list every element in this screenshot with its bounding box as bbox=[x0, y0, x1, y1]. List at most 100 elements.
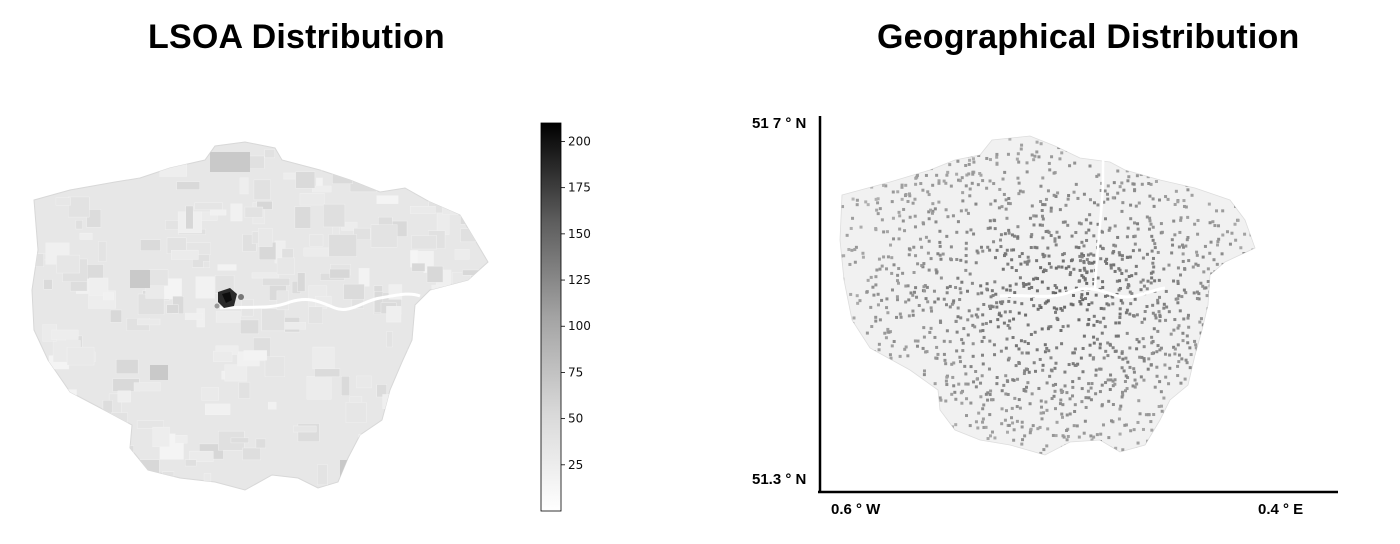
density-point bbox=[1022, 372, 1026, 376]
density-point bbox=[1078, 254, 1082, 258]
lsoa-patch bbox=[395, 430, 417, 460]
density-point bbox=[1181, 454, 1185, 455]
density-point bbox=[1215, 153, 1219, 157]
density-point bbox=[938, 244, 942, 248]
lsoa-patch bbox=[473, 194, 488, 205]
density-point bbox=[1216, 426, 1220, 430]
density-point bbox=[895, 136, 899, 140]
density-point bbox=[1046, 427, 1050, 431]
lsoa-patch bbox=[55, 197, 71, 206]
density-point bbox=[1149, 363, 1153, 367]
density-point bbox=[1094, 373, 1098, 377]
density-point bbox=[1120, 257, 1124, 261]
density-point bbox=[1180, 357, 1184, 361]
density-point bbox=[854, 344, 858, 348]
density-point bbox=[1198, 431, 1202, 435]
density-point bbox=[1001, 177, 1005, 181]
density-point bbox=[982, 302, 986, 306]
density-point bbox=[869, 305, 873, 309]
density-point bbox=[1241, 437, 1245, 441]
density-point bbox=[944, 208, 948, 212]
density-point bbox=[842, 340, 846, 344]
lsoa-distribution-title: LSOA Distribution bbox=[148, 18, 445, 56]
density-point bbox=[881, 161, 885, 165]
density-point bbox=[913, 339, 917, 343]
density-point bbox=[1225, 369, 1229, 373]
density-point bbox=[1064, 266, 1068, 270]
density-point bbox=[979, 395, 983, 399]
density-point bbox=[887, 372, 891, 376]
density-point bbox=[1060, 265, 1064, 269]
density-point bbox=[962, 454, 966, 455]
density-point bbox=[1066, 434, 1070, 438]
density-point bbox=[1250, 373, 1254, 377]
density-point bbox=[1041, 176, 1045, 180]
density-point bbox=[1169, 332, 1173, 336]
density-point bbox=[1188, 366, 1192, 370]
density-point bbox=[1213, 333, 1217, 337]
density-point bbox=[1002, 321, 1006, 325]
density-point bbox=[1083, 277, 1087, 281]
density-point bbox=[877, 257, 881, 261]
density-point bbox=[995, 382, 999, 386]
density-point bbox=[851, 322, 855, 326]
density-point bbox=[979, 452, 983, 455]
density-point bbox=[985, 287, 989, 291]
density-point bbox=[846, 172, 850, 176]
lsoa-patch bbox=[33, 253, 45, 267]
density-point bbox=[924, 173, 928, 177]
density-point bbox=[1071, 394, 1075, 398]
density-point bbox=[1106, 184, 1110, 188]
density-point bbox=[1245, 291, 1249, 295]
density-point bbox=[1220, 280, 1224, 284]
density-point bbox=[897, 267, 901, 271]
lsoa-patch bbox=[422, 407, 451, 416]
density-point bbox=[922, 373, 926, 377]
density-point bbox=[1030, 285, 1034, 289]
density-point bbox=[1049, 325, 1053, 329]
density-point bbox=[1160, 409, 1164, 413]
density-point bbox=[1116, 334, 1120, 338]
density-point bbox=[1008, 288, 1012, 292]
density-point bbox=[1246, 384, 1250, 388]
density-point bbox=[1133, 242, 1137, 246]
density-point bbox=[1233, 146, 1237, 150]
density-point bbox=[1102, 316, 1106, 320]
density-point bbox=[1159, 139, 1163, 143]
density-point bbox=[1077, 246, 1081, 250]
density-point bbox=[1252, 336, 1255, 340]
lsoa-patch bbox=[32, 151, 55, 172]
density-point bbox=[1237, 181, 1241, 185]
density-point bbox=[1214, 415, 1218, 419]
lsoa-patch bbox=[442, 203, 462, 215]
density-point bbox=[1059, 307, 1063, 311]
lsoa-patch bbox=[284, 322, 306, 330]
density-point bbox=[1257, 329, 1260, 332]
density-point bbox=[1102, 307, 1106, 311]
density-point bbox=[1022, 389, 1026, 393]
density-point bbox=[948, 305, 952, 309]
density-point bbox=[1256, 139, 1259, 142]
density-point bbox=[1244, 253, 1248, 257]
density-point bbox=[1032, 361, 1036, 365]
density-point bbox=[1206, 280, 1210, 284]
density-point bbox=[841, 205, 845, 209]
density-point bbox=[872, 421, 876, 425]
density-point bbox=[1055, 316, 1059, 320]
density-point bbox=[1232, 342, 1236, 346]
density-point bbox=[882, 454, 886, 455]
lsoa-patch bbox=[438, 376, 465, 392]
density-point bbox=[921, 308, 925, 312]
density-point bbox=[1177, 245, 1181, 249]
density-point bbox=[1158, 176, 1162, 180]
density-point bbox=[952, 384, 956, 388]
density-point bbox=[986, 398, 990, 402]
density-point bbox=[900, 426, 904, 430]
lsoa-patch bbox=[411, 262, 426, 272]
density-point bbox=[1161, 170, 1165, 174]
density-point bbox=[1248, 341, 1252, 345]
density-point bbox=[1124, 278, 1128, 282]
density-point bbox=[1055, 307, 1059, 311]
density-point bbox=[1136, 441, 1140, 445]
density-point bbox=[1152, 413, 1156, 417]
